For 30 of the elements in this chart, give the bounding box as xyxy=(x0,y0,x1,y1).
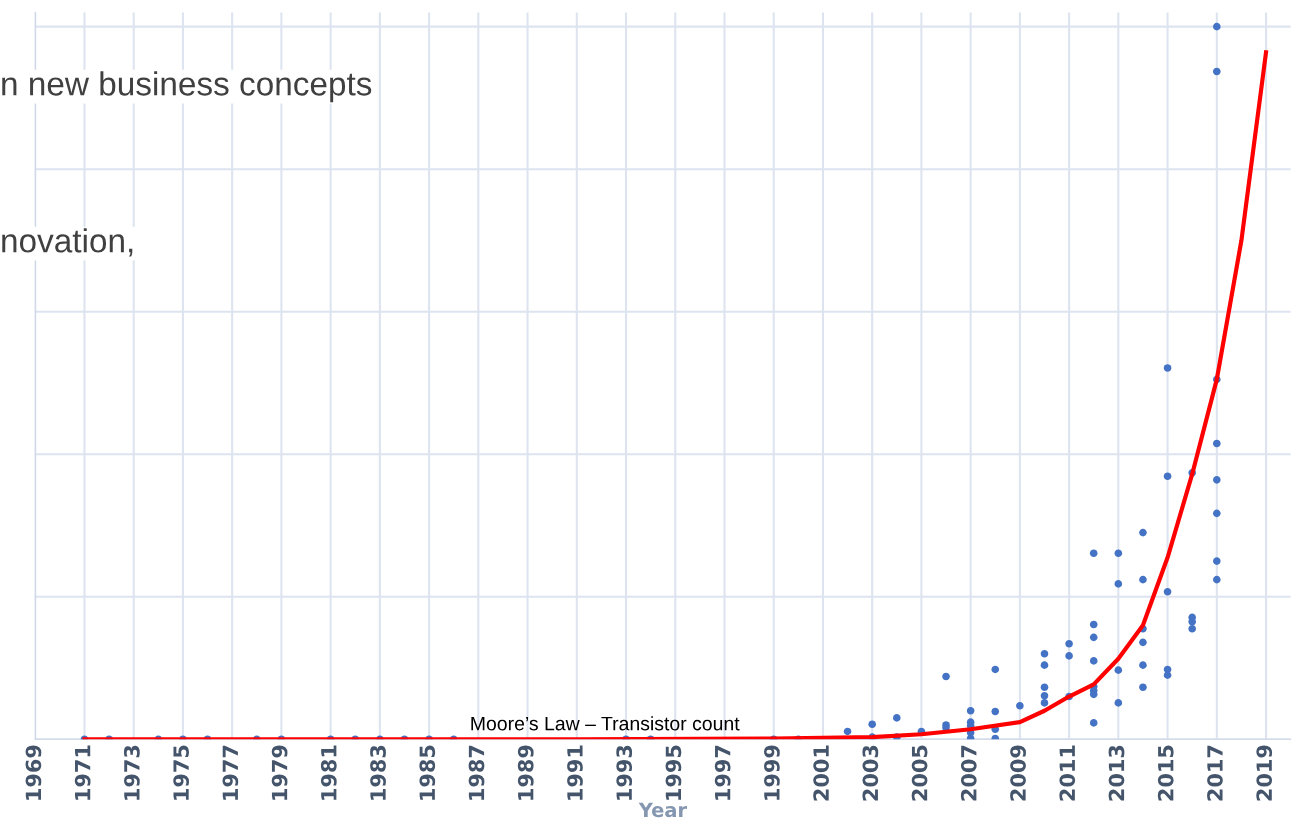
x-tick-label: 1977 xyxy=(222,745,239,800)
x-tick-label: 1997 xyxy=(714,745,731,800)
annotation: Moore’s Law – Transistor count xyxy=(471,716,740,731)
x-tick-label: 2015 xyxy=(1157,745,1174,801)
x-tick-label: 1993 xyxy=(616,745,633,800)
x-tick-label: 1987 xyxy=(468,745,485,800)
x-tick-label: 1989 xyxy=(517,745,534,800)
x-tick-label: 1971 xyxy=(74,745,91,800)
annotation: novation, xyxy=(2,228,133,257)
annotation: n new business concepts xyxy=(2,71,372,103)
x-tick-label: 1985 xyxy=(419,745,436,800)
x-tick-label: 1969 xyxy=(25,745,42,800)
x-tick-label: 2001 xyxy=(813,745,829,801)
x-tick-label: 1973 xyxy=(123,745,140,800)
x-tick-label: 2005 xyxy=(911,745,928,801)
x-tick-label: 2019 xyxy=(1256,745,1273,801)
x-tick-label: 2003 xyxy=(862,745,879,801)
x-tick-label: 2011 xyxy=(1059,745,1076,801)
x-tick-label: 1999 xyxy=(764,745,780,800)
x-tick-label: 1979 xyxy=(271,745,288,800)
x-tick-label: 2009 xyxy=(1010,745,1026,801)
x-tick-label: 1975 xyxy=(173,745,189,800)
x-tick-label: 2017 xyxy=(1207,745,1223,801)
x-tick-label: 2013 xyxy=(1108,745,1125,801)
x-tick-label: 2007 xyxy=(960,745,977,801)
x-tick-label: 1995 xyxy=(665,745,682,800)
x-tick-label: 1981 xyxy=(320,745,337,800)
x-tick-label: 1991 xyxy=(567,745,583,800)
x-axis-title: Year xyxy=(638,802,687,818)
x-tick-label: 1983 xyxy=(370,745,386,800)
